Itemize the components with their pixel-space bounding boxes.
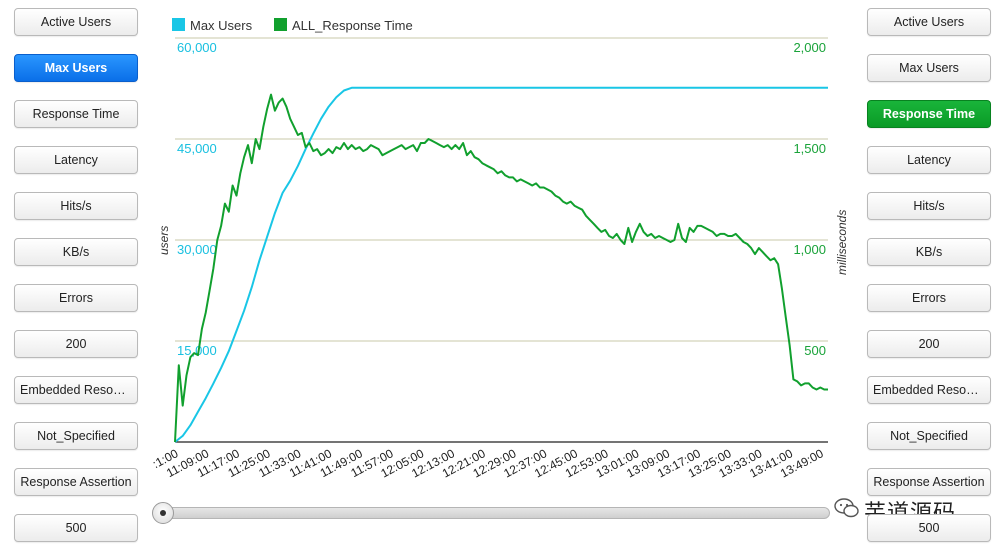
y-right-axis-title: milliseconds: [835, 210, 849, 275]
time-range-slider-handle[interactable]: [152, 502, 174, 524]
y-right-tick-label: 1,500: [793, 141, 826, 156]
right-kb-s-button[interactable]: KB/s: [867, 238, 991, 266]
left-embedded-resour-button[interactable]: Embedded Resour...: [14, 376, 138, 404]
right-response-time-button[interactable]: Response Time: [867, 100, 991, 128]
left-errors-button[interactable]: Errors: [14, 284, 138, 312]
wechat-icon: [834, 498, 859, 518]
left-response-time-button[interactable]: Response Time: [14, 100, 138, 128]
y-left-tick-label: 15,000: [177, 343, 217, 358]
y-left-axis-title: users: [157, 226, 171, 255]
left-latency-button[interactable]: Latency: [14, 146, 138, 174]
y-right-tick-label: 500: [804, 343, 826, 358]
y-right-tick-label: 1,000: [793, 242, 826, 257]
right-200-button[interactable]: 200: [867, 330, 991, 358]
legend-swatch-max-users: [172, 18, 185, 31]
left-200-button[interactable]: 200: [14, 330, 138, 358]
right-latency-button[interactable]: Latency: [867, 146, 991, 174]
time-range-slider-track[interactable]: [155, 507, 830, 519]
right-embedded-resour-button[interactable]: Embedded Resour...: [867, 376, 991, 404]
left-not-specified-button[interactable]: Not_Specified: [14, 422, 138, 450]
legend-label-max-users: Max Users: [190, 18, 253, 33]
left-hits-s-button[interactable]: Hits/s: [14, 192, 138, 220]
y-left-tick-label: 30,000: [177, 242, 217, 257]
left-500-button[interactable]: 500: [14, 514, 138, 542]
left-max-users-button[interactable]: Max Users: [14, 54, 138, 82]
left-kb-s-button[interactable]: KB/s: [14, 238, 138, 266]
left-series-selector: Active Users Max Users Response Time Latenc…: [14, 8, 138, 560]
right-errors-button[interactable]: Errors: [867, 284, 991, 312]
right-response-assertion-button[interactable]: Response Assertion: [867, 468, 991, 496]
series-line-all-response-time: [174, 93, 828, 443]
legend-label-all-response-time: ALL_Response Time: [292, 18, 413, 33]
y-left-tick-label: 45,000: [177, 141, 217, 156]
right-active-users-button[interactable]: Active Users: [867, 8, 991, 36]
left-active-users-button[interactable]: Active Users: [14, 8, 138, 36]
y-left-tick-label: 60,000: [177, 40, 217, 55]
right-not-specified-button[interactable]: Not_Specified: [867, 422, 991, 450]
right-series-selector: Active Users Max Users Response Time Latenc…: [867, 8, 991, 560]
right-max-users-button[interactable]: Max Users: [867, 54, 991, 82]
line-chart: 60,000 45,000 30,000 15,000 2,000 1,500 1,000 5…: [150, 18, 849, 481]
right-hits-s-button[interactable]: Hits/s: [867, 192, 991, 220]
series-line-max-users: [174, 86, 828, 443]
legend-swatch-all-response-time: [274, 18, 287, 31]
right-500-button[interactable]: 500: [867, 514, 991, 542]
y-right-tick-label: 2,000: [793, 40, 826, 55]
left-response-assertion-button[interactable]: Response Assertion: [14, 468, 138, 496]
